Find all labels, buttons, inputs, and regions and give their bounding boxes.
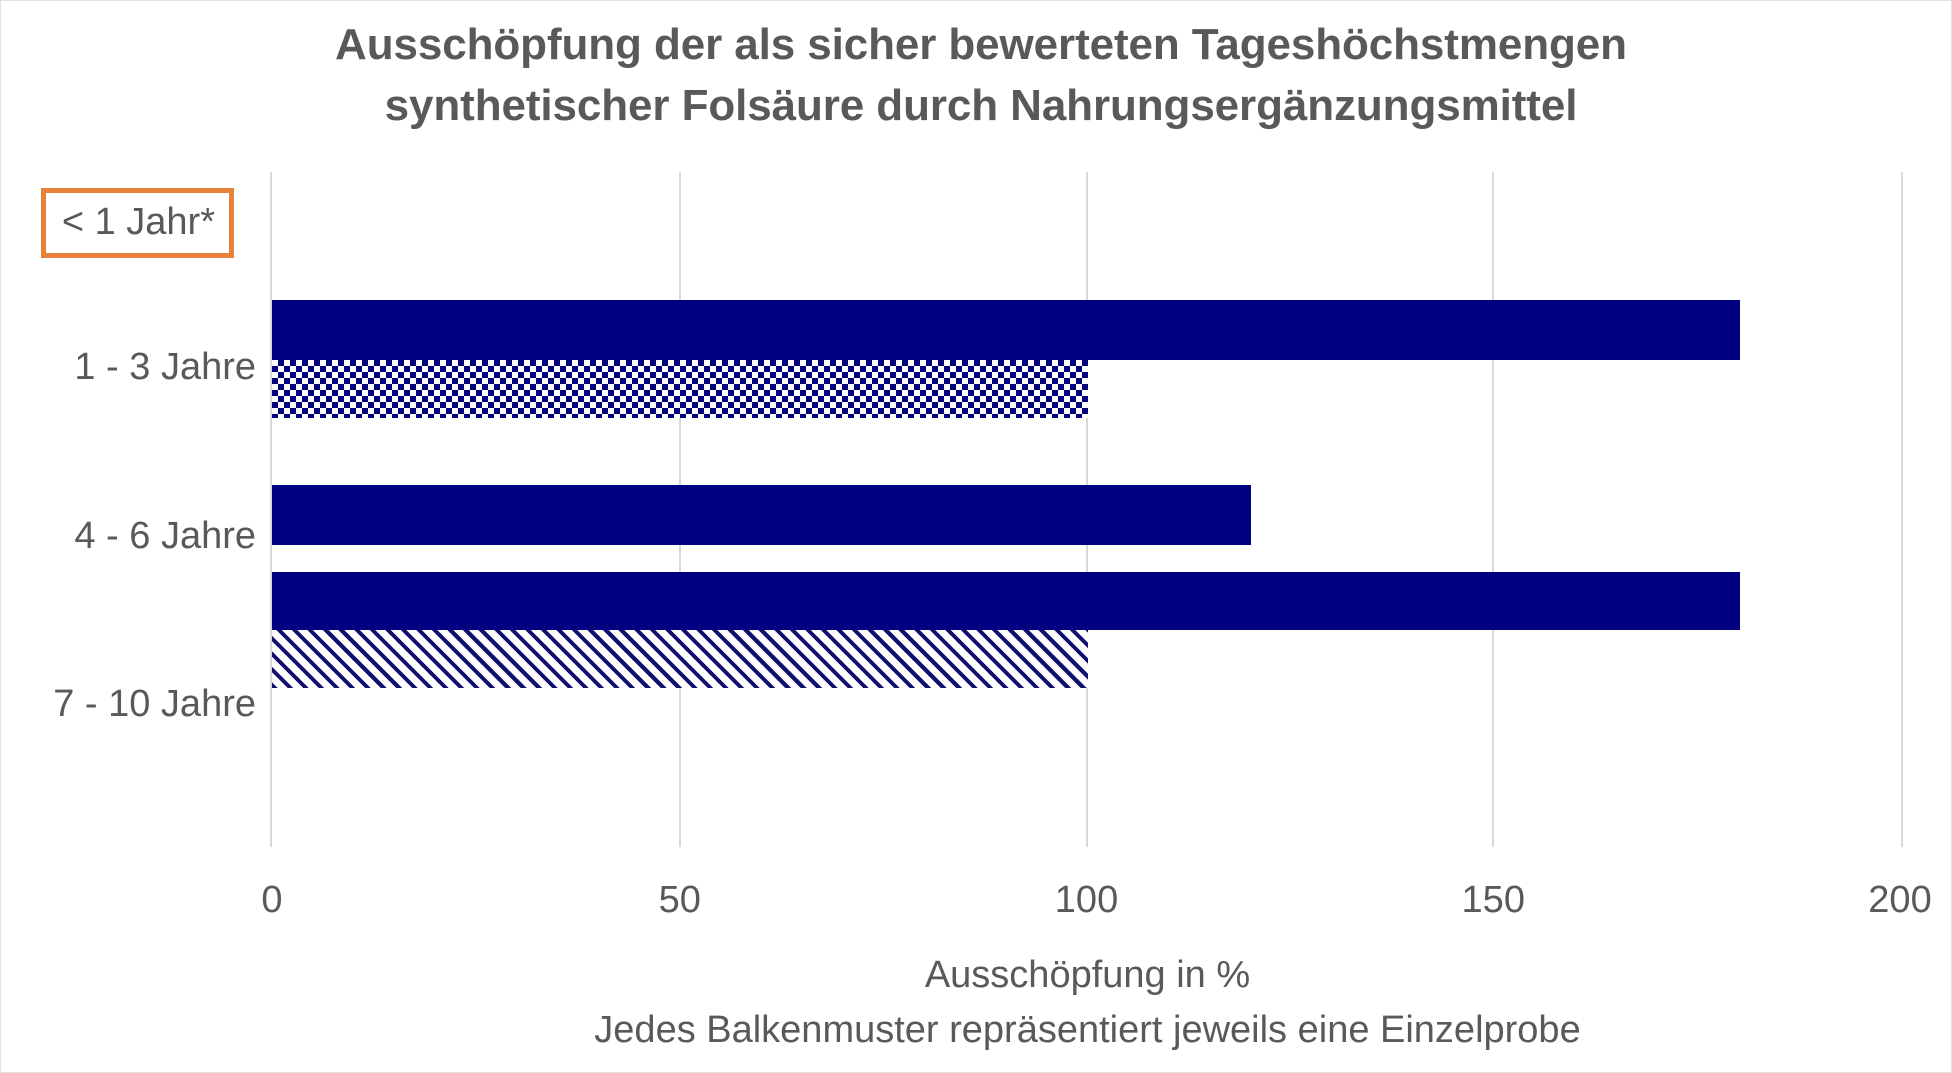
bar-7-10-jahre-solid-180[interactable] <box>272 572 1740 630</box>
x-axis-tick-50: 50 <box>658 879 701 921</box>
plot-area <box>270 172 1903 847</box>
bar-4-6-jahre-solid-120[interactable] <box>272 485 1251 545</box>
bar-1-3-jahre-checkerboard-100[interactable] <box>272 360 1088 418</box>
chart-title-line-1: Ausschöpfung der als sicher bewerteten T… <box>335 20 1627 69</box>
bar-7-10-jahre-hatch-100[interactable] <box>272 630 1088 688</box>
x-axis-tick-200: 200 <box>1868 879 1932 921</box>
chart-footnote: Jedes Balkenmuster repräsentiert jeweils… <box>594 1009 1581 1051</box>
x-axis-tick-0: 0 <box>261 879 283 921</box>
y-axis-labels: < 1 Jahr* 1 - 3 Jahre 4 - 6 Jahre 7 - 10… <box>1 172 256 847</box>
y-axis-label-under-1-year[interactable]: < 1 Jahr* <box>40 188 234 258</box>
x-axis-tick-100: 100 <box>1054 879 1119 921</box>
x-axis-title: Ausschöpfung in % <box>924 954 1251 996</box>
chart-title-line-2: synthetischer Folsäure durch Nahrungserg… <box>384 80 1578 130</box>
x-axis-tick-150: 150 <box>1461 879 1525 921</box>
chart-title: Ausschöpfung der als sicher bewerteten T… <box>121 15 1841 136</box>
gridline-200 <box>1901 172 1903 847</box>
gridline-150 <box>1492 172 1495 847</box>
y-axis-label-7-10-years[interactable]: 7 - 10 Jahre <box>53 683 256 725</box>
y-axis-line <box>270 172 272 847</box>
y-axis-label-4-6-years[interactable]: 4 - 6 Jahre <box>74 515 256 557</box>
bar-1-3-jahre-solid-180[interactable] <box>272 300 1740 360</box>
x-axis-ticks: 0 50 100 150 200 <box>261 879 1931 937</box>
y-axis-label-1-3-years[interactable]: 1 - 3 Jahre <box>74 346 256 388</box>
